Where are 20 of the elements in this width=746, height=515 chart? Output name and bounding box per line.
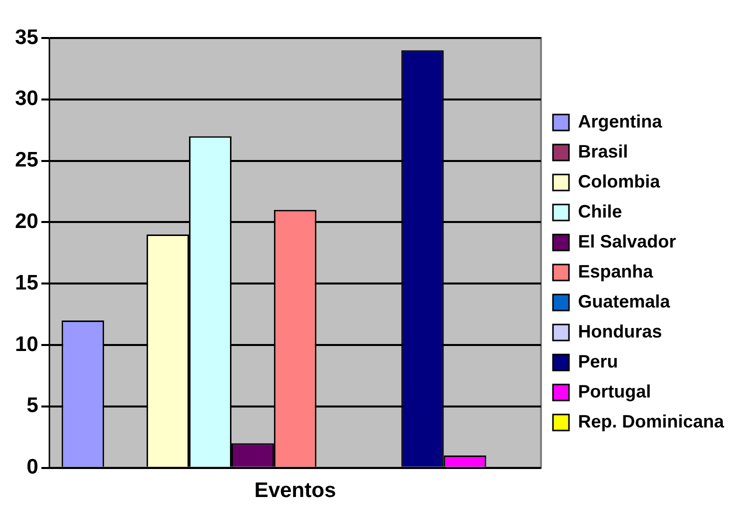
legend-label: Guatemala — [578, 291, 671, 312]
y-tick-label: 5 — [26, 394, 39, 418]
y-tick-label: 35 — [15, 26, 39, 49]
legend-label: Argentina — [578, 111, 663, 132]
y-tick-label: 25 — [15, 148, 39, 172]
y-tick-label: 15 — [15, 271, 39, 294]
legend-label: Espanha — [578, 261, 654, 282]
legend-label: Chile — [578, 201, 622, 222]
legend-label: Colombia — [578, 171, 661, 192]
y-tick-label: 30 — [15, 87, 38, 110]
legend-label: Honduras — [578, 321, 662, 342]
legend-label: Brasil — [578, 141, 628, 162]
y-tick-label: 0 — [26, 456, 38, 479]
x-tick-label: Eventos — [254, 479, 336, 502]
legend-label: Portugal — [578, 381, 651, 402]
legend-label: El Salvador — [578, 231, 676, 252]
legend-label: Peru — [578, 351, 618, 372]
y-tick-label: 10 — [15, 332, 38, 356]
y-tick-label: 20 — [15, 210, 38, 233]
legend-label: Rep. Dominicana — [578, 411, 725, 432]
